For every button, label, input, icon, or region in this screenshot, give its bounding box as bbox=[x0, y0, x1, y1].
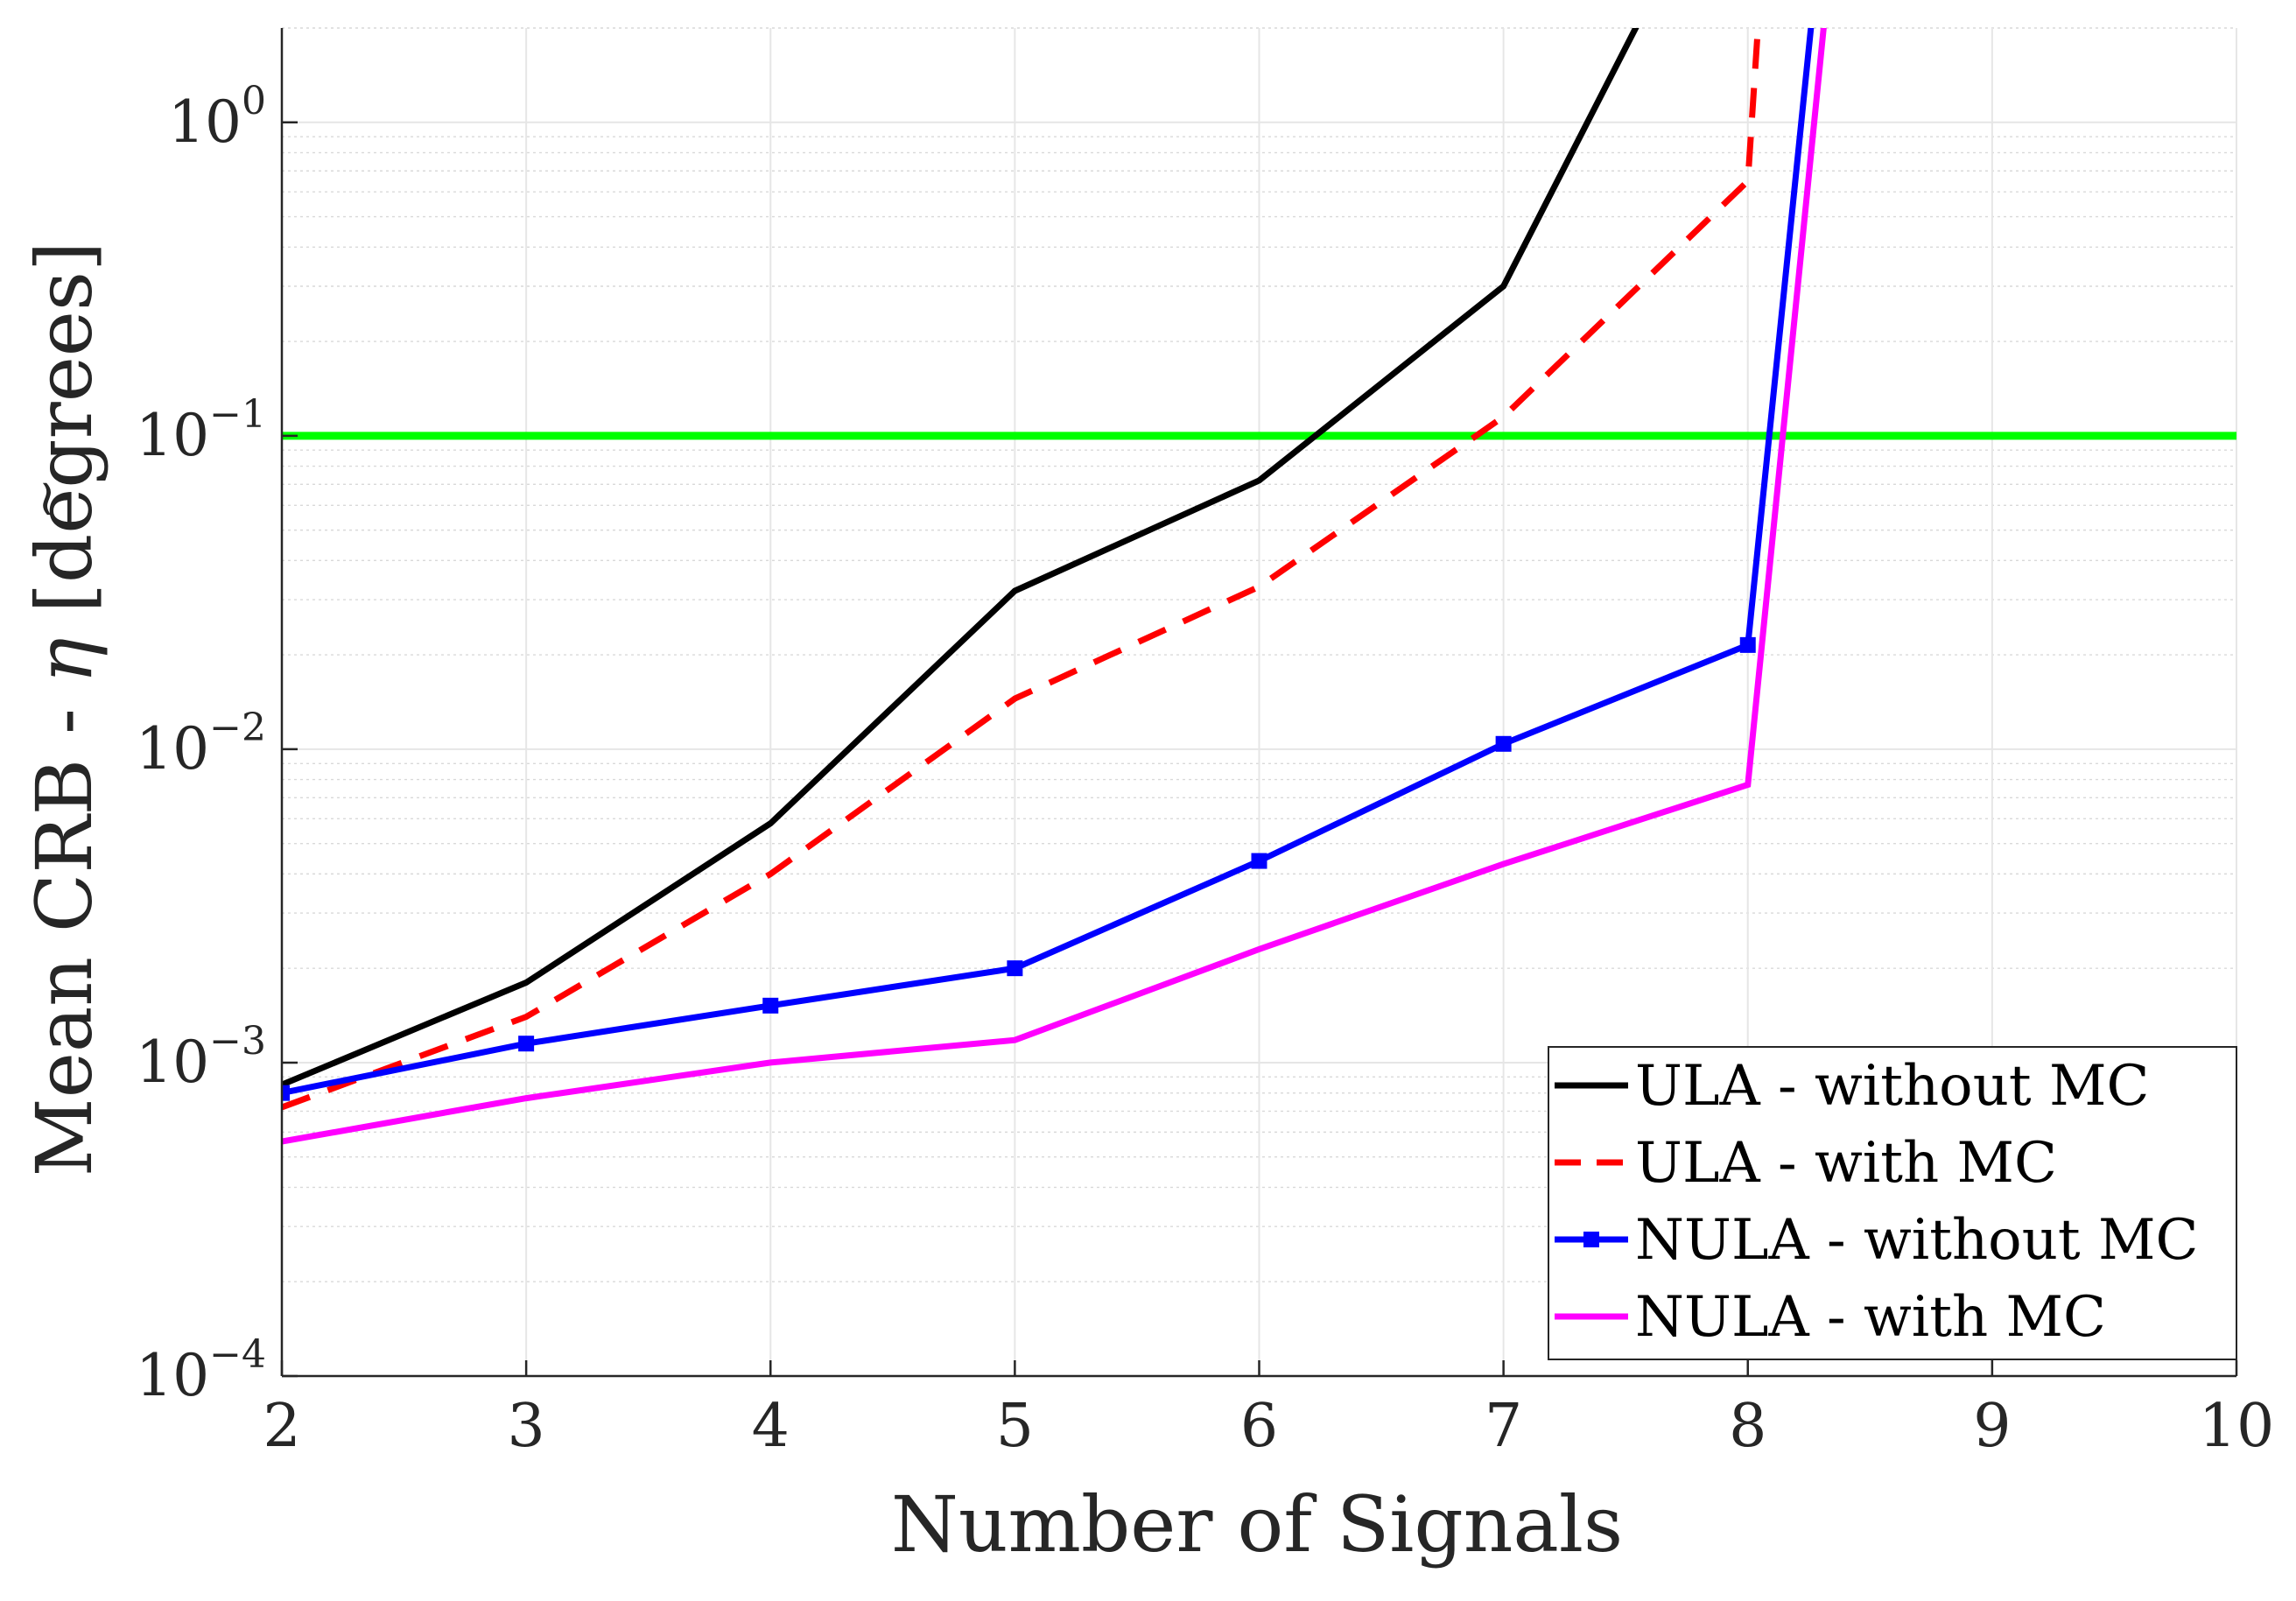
series-marker-nula-without-mc bbox=[518, 1036, 535, 1052]
series-line-nula-without-mc bbox=[282, 28, 1815, 1097]
series-marker-nula-without-mc bbox=[282, 1085, 290, 1101]
series-line-ula-with-mc bbox=[282, 28, 1761, 1111]
y-axis-label-prefix: Mean CRB - bbox=[19, 684, 109, 1176]
legend-label-ula-without-mc: ULA - without MC bbox=[1635, 1054, 2149, 1119]
x-tick-label: 10 bbox=[2199, 1392, 2275, 1461]
x-tick-label: 7 bbox=[1485, 1392, 1522, 1461]
series-marker-nula-without-mc bbox=[1251, 853, 1267, 869]
series-layer bbox=[282, 28, 1827, 1145]
y-axis-label: Mean CRB - η [degrees] bbox=[19, 242, 109, 1177]
x-axis-label: Number of Signals bbox=[891, 1479, 1623, 1569]
series-marker-nula-without-mc bbox=[762, 997, 779, 1014]
y-tick-label: 10−4 bbox=[136, 1332, 266, 1409]
legend-label-nula-with-mc: NULA - with MC bbox=[1635, 1285, 2106, 1350]
legend: ULA - without MC ULA - with MC NULA - with… bbox=[1548, 1046, 2237, 1360]
x-tick-label: 5 bbox=[996, 1392, 1034, 1461]
series-line-ula-without-mc bbox=[282, 28, 1639, 1088]
x-tick-label: 9 bbox=[1973, 1392, 2011, 1461]
x-tick-label: 4 bbox=[752, 1392, 790, 1461]
series-marker-nula-without-mc bbox=[1495, 735, 1512, 752]
y-tick-label: 10−3 bbox=[136, 1019, 266, 1096]
legend-label-ula-with-mc: ULA - with MC bbox=[1635, 1131, 2057, 1196]
x-tick-label: 3 bbox=[507, 1392, 544, 1461]
y-tick-label: 100 bbox=[168, 79, 266, 156]
x-tick-label: 2 bbox=[263, 1392, 300, 1461]
y-axis-label-symbol: η bbox=[19, 637, 109, 684]
y-tick-label: 10−2 bbox=[136, 706, 266, 783]
series-marker-nula-without-mc bbox=[1739, 636, 1756, 653]
legend-marker-nula-without-mc bbox=[1583, 1232, 1599, 1247]
y-axis-label-suffix: [degrees] bbox=[19, 242, 109, 638]
series-marker-nula-without-mc bbox=[1007, 960, 1023, 977]
x-tick-label: 8 bbox=[1729, 1392, 1766, 1461]
minor-grid bbox=[282, 27, 2236, 1282]
ticks-layer: 2 3 4 5 6 7 8 9 10 10−4 10−3 10−2 10−1 100 bbox=[136, 79, 2274, 1461]
y-tick-label: 10−1 bbox=[136, 392, 266, 469]
x-tick-label: 6 bbox=[1240, 1392, 1278, 1461]
series-line-nula-with-mc bbox=[282, 28, 1827, 1145]
legend-box bbox=[1548, 1046, 2237, 1360]
legend-label-nula-without-mc: NULA - without MC bbox=[1635, 1208, 2198, 1273]
y-axis-label-accent: ~ bbox=[16, 478, 75, 521]
